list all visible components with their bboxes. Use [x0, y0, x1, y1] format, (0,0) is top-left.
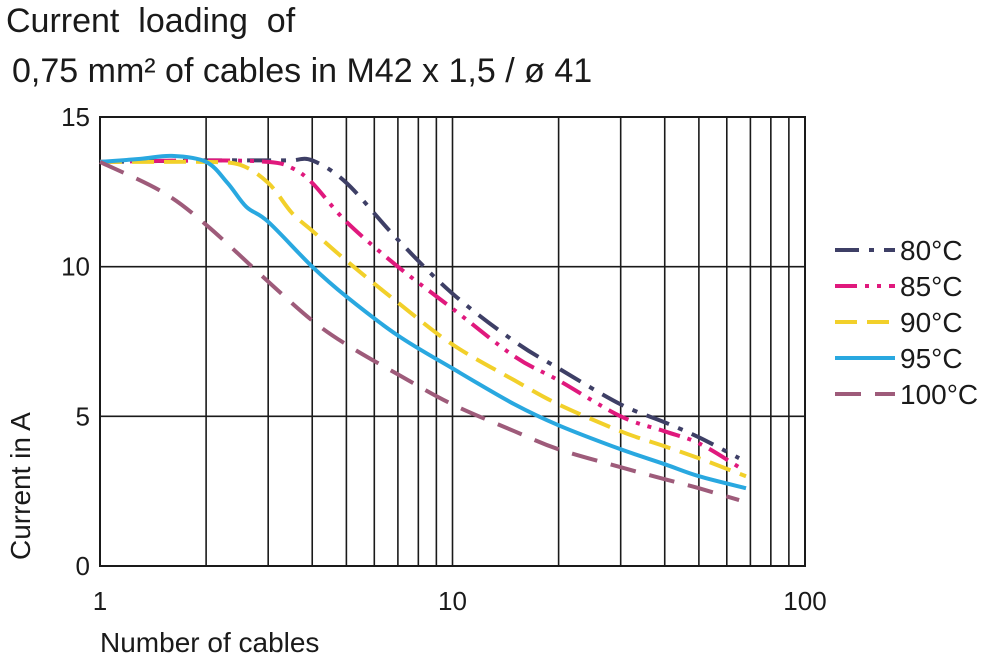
grid-lines: [99, 116, 806, 567]
y-tick-label: 5: [76, 401, 90, 431]
legend-label-95c: 95°C: [900, 343, 963, 374]
series-line-100c: [99, 160, 740, 503]
chart-title-line-2: 0,75 mm² of cables in M42 x 1,5 / ø 41: [12, 52, 593, 90]
x-tick-label: 100: [783, 586, 826, 616]
y-tick-label: 0: [76, 551, 90, 581]
y-tick-label: 10: [61, 252, 90, 282]
legend-label-90c: 90°C: [900, 307, 963, 338]
x-tick-label: 10: [438, 586, 467, 616]
chart-title-line-1: Current loading of: [6, 2, 296, 40]
x-axis-label: Number of cables: [100, 627, 319, 658]
series-line-85c: [99, 158, 741, 469]
series-line-80c: [99, 156, 741, 460]
y-axis-label: Current in A: [5, 412, 36, 560]
y-tick-label: 15: [61, 102, 90, 132]
x-tick-label: 1: [93, 586, 107, 616]
axis-ticks: 0 5 10 15 1 10 100: [61, 102, 827, 616]
series-line-90c: [100, 159, 747, 479]
legend-label-85c: 85°C: [900, 271, 963, 302]
legend: 80°C 85°C 90°C 95°C 100°C: [835, 235, 978, 410]
legend-label-80c: 80°C: [900, 235, 963, 266]
legend-label-100c: 100°C: [900, 379, 978, 410]
data-series: [99, 153, 747, 503]
series-line-95c: [99, 153, 747, 491]
